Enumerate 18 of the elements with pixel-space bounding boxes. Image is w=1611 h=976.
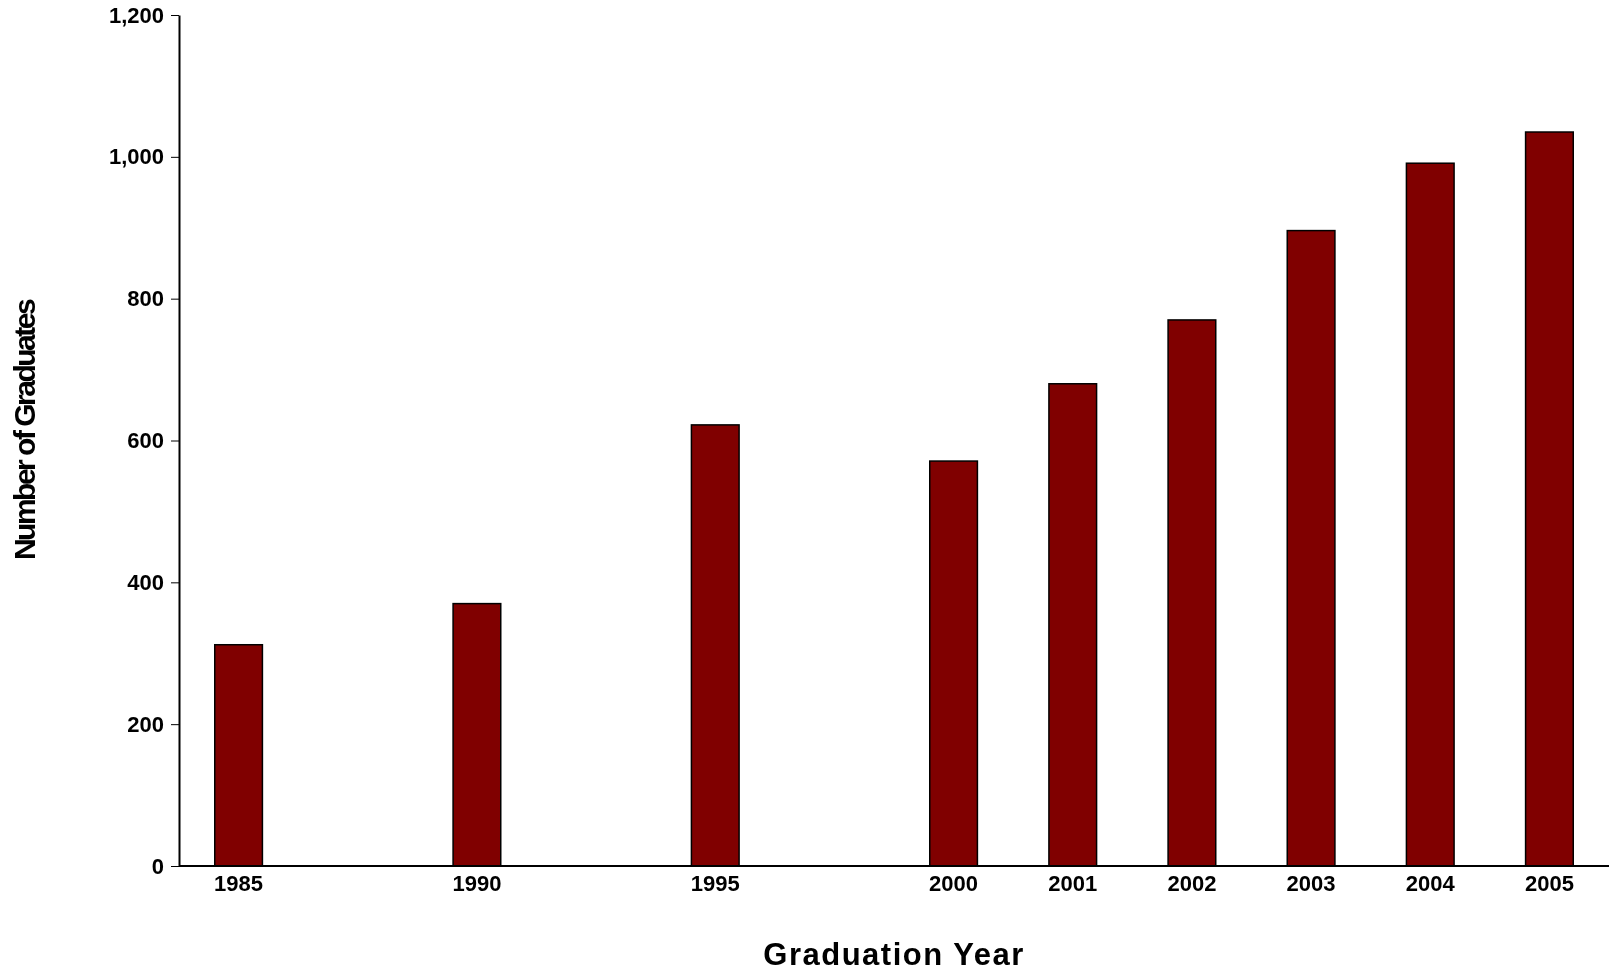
x-tick-label: 2005	[1524, 871, 1574, 896]
y-axis-title: Number of Graduates	[8, 299, 41, 561]
y-tick-label: 200	[127, 711, 164, 737]
x-tick-label: 2000	[929, 871, 979, 896]
x-tick-label: 1990	[452, 871, 502, 896]
x-axis-title: Graduation Year	[763, 937, 1025, 972]
x-tick-label: 2002	[1167, 871, 1217, 896]
y-tick-label: 0	[151, 853, 164, 879]
y-tick-label: 600	[127, 428, 164, 454]
y-tick-label: 800	[127, 286, 164, 312]
x-tick-label: 2001	[1048, 871, 1098, 896]
y-tick-label: 1,000	[108, 144, 164, 170]
x-tick-label: 1985	[214, 871, 264, 896]
y-tick-label: 400	[127, 569, 164, 595]
x-tick-label: 1995	[690, 871, 740, 896]
x-tick-label: 2003	[1286, 871, 1336, 896]
x-tick-label: 2004	[1405, 871, 1456, 896]
y-tick-label: 1,200	[108, 2, 164, 28]
